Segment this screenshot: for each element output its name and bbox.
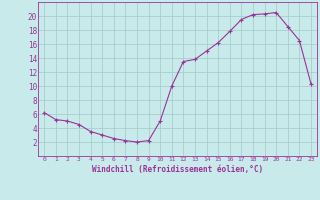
X-axis label: Windchill (Refroidissement éolien,°C): Windchill (Refroidissement éolien,°C): [92, 165, 263, 174]
